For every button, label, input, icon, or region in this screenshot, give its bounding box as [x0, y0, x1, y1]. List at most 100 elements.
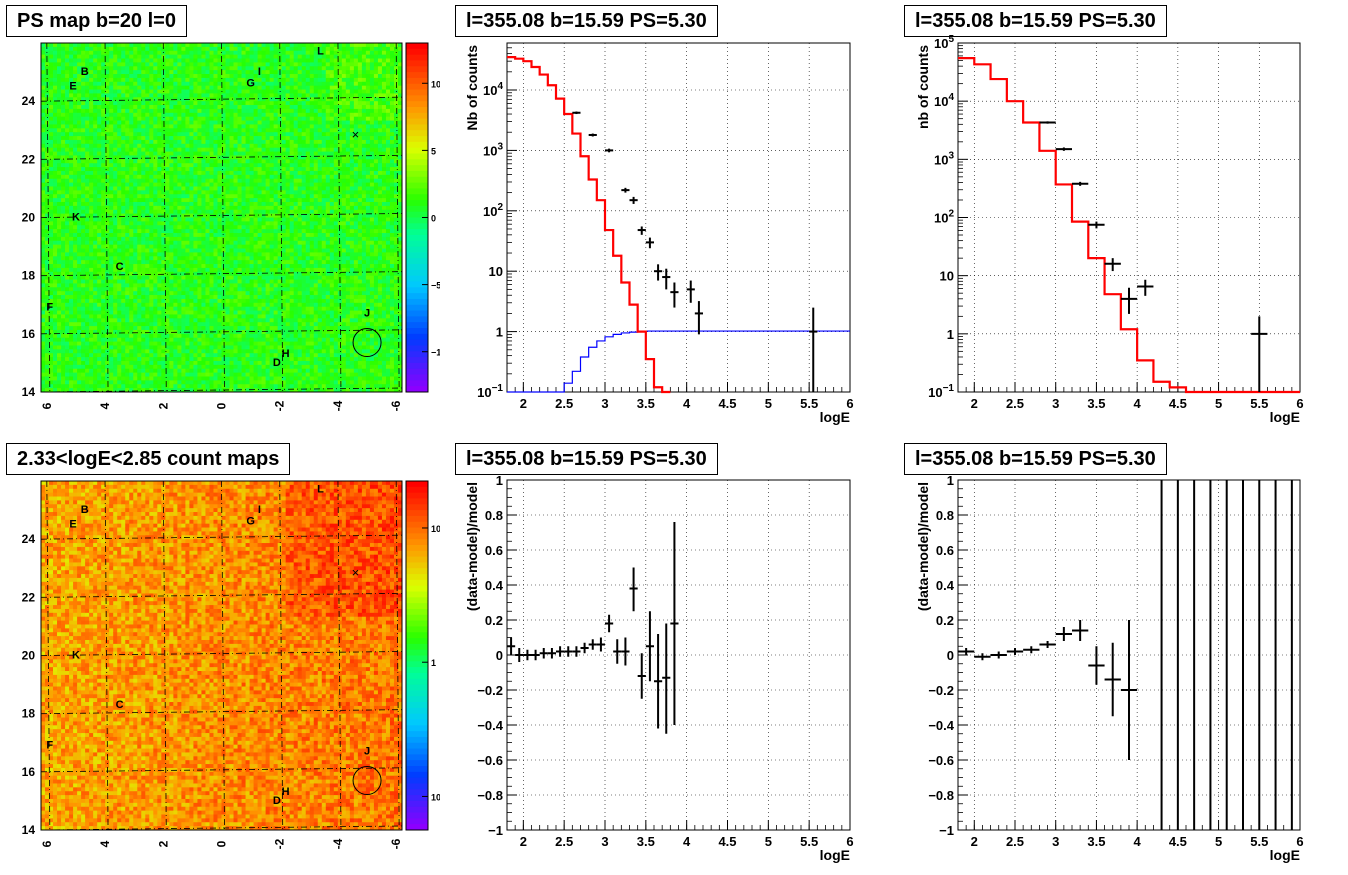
source-label: G	[246, 516, 255, 528]
longitude-line	[395, 42, 400, 393]
x-tick-label: 5.5	[1250, 834, 1268, 849]
y-axis-label: (data-model)/model	[915, 482, 931, 611]
x-tick-label: 5.5	[1250, 396, 1268, 411]
longitude-line	[279, 480, 284, 831]
source-label: K	[72, 649, 80, 661]
spectrum-chart-b: 2 2.5 3 3.5 4 4.5 5 5.5 6 10−1 1 10 102 103 104 105 logE…	[915, 34, 1304, 425]
data-point	[1088, 646, 1105, 685]
count-map: 6420-2-4-6141618202224LBIGEKCFJHD×10110−…	[22, 480, 440, 849]
data-point	[613, 639, 622, 664]
spectrum-a-title: l=355.08 b=15.59 PS=5.30	[455, 5, 718, 37]
data-point	[547, 648, 556, 659]
x-axis-label: logE	[820, 847, 850, 863]
heatmap-cells	[41, 481, 403, 831]
longitude-line	[104, 480, 109, 831]
data-point	[654, 264, 663, 281]
source-label: J	[364, 307, 370, 319]
ps-circle-marker	[352, 328, 382, 358]
longitude-line	[104, 42, 109, 393]
longitude-line	[279, 42, 284, 393]
data-point	[662, 623, 671, 734]
data-point	[1023, 646, 1040, 654]
colorbar-tick-label: 10	[431, 524, 440, 534]
y-tick-label: −0.8	[928, 788, 954, 803]
y-tick-label: 10−1	[477, 383, 503, 400]
x-tick-label: 5	[1215, 834, 1222, 849]
latitude-line	[40, 387, 403, 393]
colorbar	[406, 43, 428, 393]
colorbar-tick-label: −10	[431, 348, 440, 358]
longitude-line	[46, 480, 51, 831]
x-tick-label: 3.5	[637, 396, 655, 411]
colorbar-tick-label: 5	[431, 146, 436, 156]
data-point	[580, 642, 589, 654]
data-point	[990, 651, 1007, 659]
y-tick-label: −0.6	[477, 753, 503, 768]
y-tick-label: −0.8	[477, 788, 503, 803]
x-tick-label: 4	[683, 834, 691, 849]
data-point	[694, 301, 703, 335]
data-point	[629, 567, 638, 612]
data-point	[1055, 627, 1072, 641]
x-tick-label: 4.5	[1169, 396, 1187, 411]
data-point	[1039, 121, 1056, 124]
x-tick-label: 0	[215, 402, 229, 409]
x-tick-label: 6	[1296, 834, 1303, 849]
y-tick-label: 103	[934, 150, 954, 167]
y-tick-label: 0.6	[936, 543, 954, 558]
data-point	[686, 280, 695, 303]
data-point	[1039, 641, 1056, 648]
y-tick-label: −1	[939, 823, 954, 838]
x-tick-label: 3	[1052, 396, 1059, 411]
x-tick-label: 4.5	[1169, 834, 1187, 849]
spectrum-chart-a: 2 2.5 3 3.5 4 4.5 5 5.5 6 10−1 1 10 102 103 104 logE Nb …	[464, 42, 854, 425]
latitude-line	[40, 709, 403, 715]
y-tick-label: 10	[489, 264, 503, 279]
y-tick-label: 0.4	[936, 578, 955, 593]
data-point	[621, 187, 630, 193]
residual-chart-b: 2 2.5 3 3.5 4 4.5 5 5.5 6 −1 −0.8 −0.6 −0.4 −0.2 0 0.2 0…	[915, 473, 1304, 863]
ps-circle-marker	[352, 766, 382, 796]
x-tick-label: 3.5	[637, 834, 655, 849]
x-tick-label: 6	[40, 840, 54, 847]
data-point	[1088, 221, 1105, 229]
x-tick-label: 0	[215, 840, 229, 847]
x-tick-label: 2.5	[1006, 396, 1024, 411]
data-point	[1120, 620, 1138, 760]
y-tick-label: 14	[22, 385, 36, 399]
y-tick-label: 20	[22, 211, 36, 225]
source-label: G	[246, 78, 255, 90]
y-tick-label: 0	[947, 648, 954, 663]
latitude-line	[40, 154, 403, 160]
data-point	[958, 648, 975, 655]
y-tick-label: 24	[22, 532, 36, 546]
longitude-line	[337, 480, 342, 831]
data-point	[662, 268, 671, 290]
model-histogram-line	[507, 56, 671, 394]
cross-marker: ×	[352, 565, 360, 580]
x-axis-label: logE	[820, 409, 850, 425]
y-tick-label: 24	[22, 94, 36, 108]
x-tick-label: 2	[971, 834, 978, 849]
x-tick-label: 5.5	[800, 396, 818, 411]
x-tick-label: 3.5	[1087, 834, 1105, 849]
x-tick-label: 4	[683, 396, 691, 411]
y-tick-label: 16	[22, 327, 36, 341]
model-histogram-line	[958, 57, 1300, 394]
x-tick-label: 2	[971, 396, 978, 411]
source-label: D	[273, 357, 281, 369]
y-tick-label: 1	[947, 327, 954, 342]
y-axis-label: (data-model)/model	[464, 482, 480, 611]
source-label: L	[317, 484, 324, 496]
residual-chart-a: 2 2.5 3 3.5 4 4.5 5 5.5 6 −1 −0.8 −0.6 −0.4 −0.2 0 0.2 0…	[464, 473, 854, 863]
x-tick-label: -2	[273, 400, 287, 411]
data-point	[523, 649, 532, 661]
latitude-line	[40, 213, 403, 218]
ratio-a-title: l=355.08 b=15.59 PS=5.30	[455, 443, 718, 475]
latitude-line	[40, 96, 403, 102]
data-point	[572, 646, 581, 657]
data-point	[605, 614, 614, 633]
x-tick-label: -4	[331, 838, 345, 849]
y-axis-label: Nb of counts	[464, 45, 480, 131]
source-label: J	[364, 745, 370, 757]
